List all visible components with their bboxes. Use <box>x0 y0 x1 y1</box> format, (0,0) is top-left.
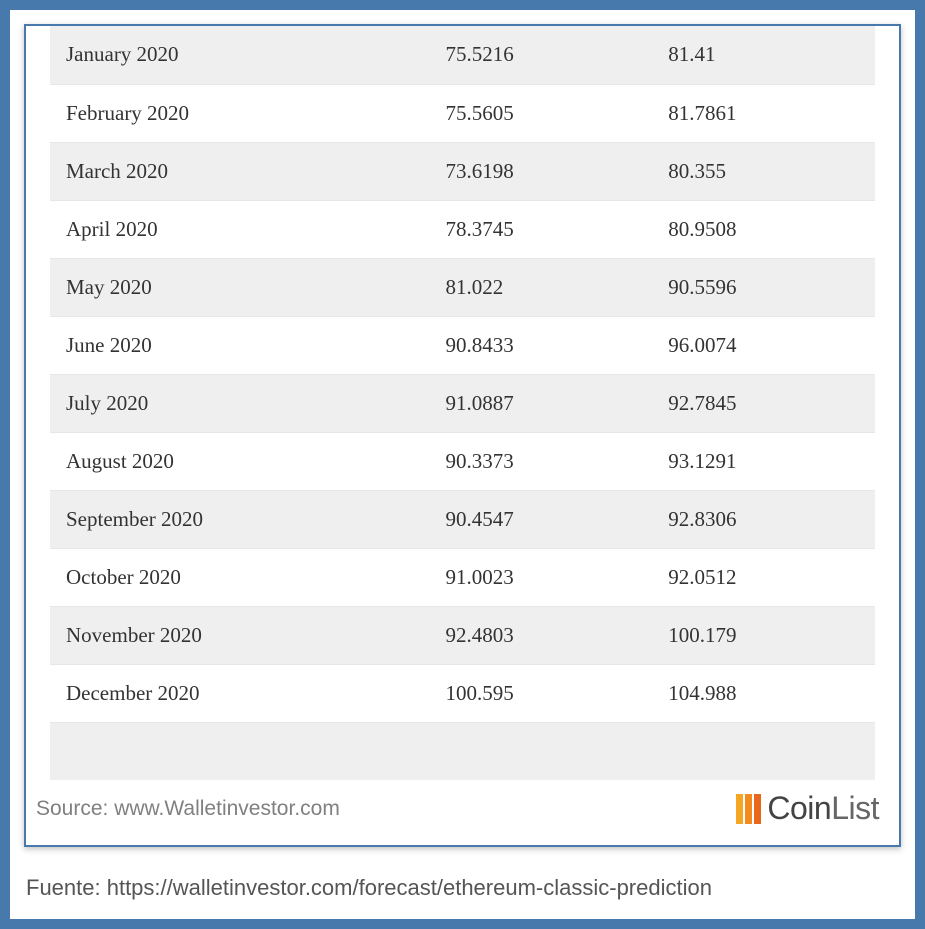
table-row: November 2020 92.4803 100.179 <box>50 606 875 664</box>
cell-value2: 90.5596 <box>652 258 875 316</box>
logo-bar <box>736 794 743 824</box>
cell-value1: 100.595 <box>430 664 653 722</box>
cell-value2: 92.7845 <box>652 374 875 432</box>
cell-value1: 91.0887 <box>430 374 653 432</box>
cell-value2: 81.41 <box>652 26 875 84</box>
cell-value1: 90.3373 <box>430 432 653 490</box>
source-row: Source: www.Walletinvestor.com CoinList <box>26 780 899 845</box>
inner-frame: January 2020 75.5216 81.41 February 2020… <box>24 24 901 847</box>
logo-text-bold: Coin <box>767 790 831 826</box>
cell-month: February 2020 <box>50 84 430 142</box>
cell-value1: 81.022 <box>430 258 653 316</box>
logo-bar <box>745 794 752 824</box>
table-row: June 2020 90.8433 96.0074 <box>50 316 875 374</box>
table-row: August 2020 90.3373 93.1291 <box>50 432 875 490</box>
logo-text: CoinList <box>767 790 879 827</box>
price-table-body: January 2020 75.5216 81.41 February 2020… <box>50 26 875 780</box>
table-spacer <box>50 722 875 780</box>
table-row: October 2020 91.0023 92.0512 <box>50 548 875 606</box>
cell-value1: 90.8433 <box>430 316 653 374</box>
cell-value2: 92.8306 <box>652 490 875 548</box>
cell-month: September 2020 <box>50 490 430 548</box>
cell-month: March 2020 <box>50 142 430 200</box>
logo-bar <box>754 794 761 824</box>
table-row: May 2020 81.022 90.5596 <box>50 258 875 316</box>
price-table: January 2020 75.5216 81.41 February 2020… <box>50 26 875 780</box>
cell-value1: 90.4547 <box>430 490 653 548</box>
cell-value2: 96.0074 <box>652 316 875 374</box>
table-row: March 2020 73.6198 80.355 <box>50 142 875 200</box>
cell-month: January 2020 <box>50 26 430 84</box>
cell-value1: 75.5216 <box>430 26 653 84</box>
cell-value2: 93.1291 <box>652 432 875 490</box>
logo-text-thin: List <box>831 790 879 826</box>
cell-value1: 75.5605 <box>430 84 653 142</box>
caption: Fuente: https://walletinvestor.com/forec… <box>10 861 915 919</box>
cell-month: December 2020 <box>50 664 430 722</box>
table-row: January 2020 75.5216 81.41 <box>50 26 875 84</box>
outer-frame: January 2020 75.5216 81.41 February 2020… <box>0 0 925 929</box>
cell-month: April 2020 <box>50 200 430 258</box>
table-row: December 2020 100.595 104.988 <box>50 664 875 722</box>
cell-value2: 81.7861 <box>652 84 875 142</box>
cell-value2: 104.988 <box>652 664 875 722</box>
cell-value1: 92.4803 <box>430 606 653 664</box>
table-row: February 2020 75.5605 81.7861 <box>50 84 875 142</box>
price-table-wrap: January 2020 75.5216 81.41 February 2020… <box>26 26 899 780</box>
logo-bars-icon <box>736 794 761 824</box>
coinlist-logo: CoinList <box>736 790 879 827</box>
cell-value2: 80.9508 <box>652 200 875 258</box>
table-row: September 2020 90.4547 92.8306 <box>50 490 875 548</box>
cell-value1: 73.6198 <box>430 142 653 200</box>
cell-month: May 2020 <box>50 258 430 316</box>
cell-value2: 80.355 <box>652 142 875 200</box>
table-row: April 2020 78.3745 80.9508 <box>50 200 875 258</box>
cell-month: November 2020 <box>50 606 430 664</box>
cell-value1: 78.3745 <box>430 200 653 258</box>
cell-value2: 100.179 <box>652 606 875 664</box>
source-label: Source: www.Walletinvestor.com <box>36 797 340 821</box>
table-row: July 2020 91.0887 92.7845 <box>50 374 875 432</box>
cell-month: October 2020 <box>50 548 430 606</box>
cell-month: July 2020 <box>50 374 430 432</box>
cell-value2: 92.0512 <box>652 548 875 606</box>
cell-month: August 2020 <box>50 432 430 490</box>
cell-value1: 91.0023 <box>430 548 653 606</box>
cell-month: June 2020 <box>50 316 430 374</box>
